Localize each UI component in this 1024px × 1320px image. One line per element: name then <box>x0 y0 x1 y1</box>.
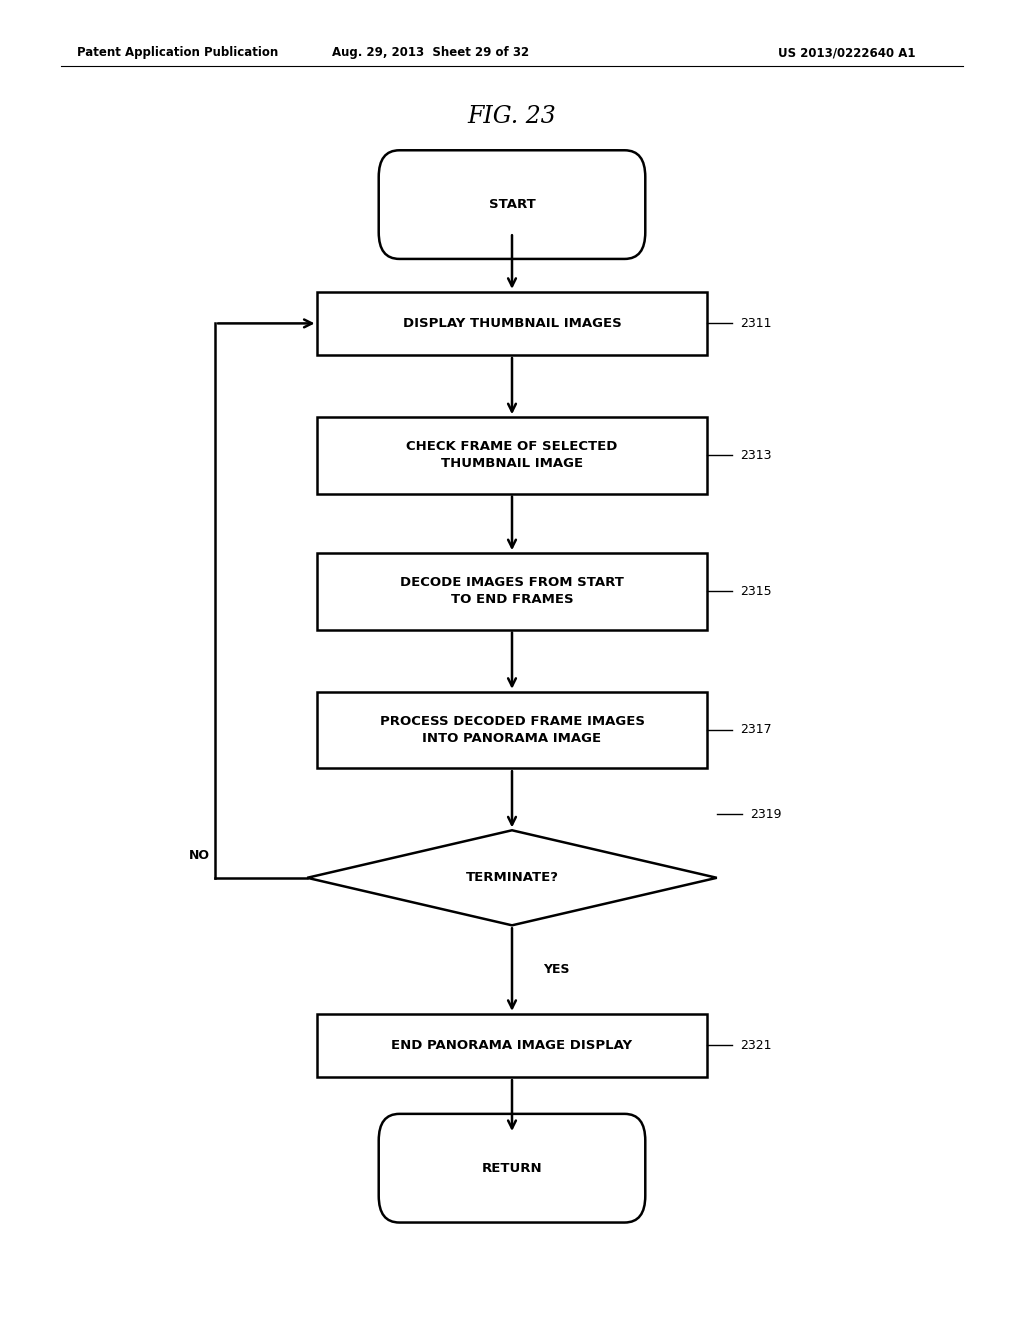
FancyBboxPatch shape <box>379 1114 645 1222</box>
Bar <box>317 553 707 630</box>
Bar <box>317 692 707 768</box>
Text: DECODE IMAGES FROM START
TO END FRAMES: DECODE IMAGES FROM START TO END FRAMES <box>400 577 624 606</box>
Bar <box>317 292 707 355</box>
Text: DISPLAY THUMBNAIL IMAGES: DISPLAY THUMBNAIL IMAGES <box>402 317 622 330</box>
Text: Patent Application Publication: Patent Application Publication <box>77 46 279 59</box>
Text: START: START <box>488 198 536 211</box>
Text: CHECK FRAME OF SELECTED
THUMBNAIL IMAGE: CHECK FRAME OF SELECTED THUMBNAIL IMAGE <box>407 441 617 470</box>
Text: FIG. 23: FIG. 23 <box>468 104 556 128</box>
Text: 2321: 2321 <box>740 1039 772 1052</box>
Text: RETURN: RETURN <box>481 1162 543 1175</box>
Text: Aug. 29, 2013  Sheet 29 of 32: Aug. 29, 2013 Sheet 29 of 32 <box>332 46 528 59</box>
Text: 2315: 2315 <box>740 585 772 598</box>
Text: 2319: 2319 <box>751 808 782 821</box>
Bar <box>317 1014 707 1077</box>
Polygon shape <box>307 830 717 925</box>
FancyBboxPatch shape <box>379 150 645 259</box>
Bar <box>317 417 707 494</box>
Text: 2317: 2317 <box>740 723 772 737</box>
Text: 2311: 2311 <box>740 317 772 330</box>
Text: END PANORAMA IMAGE DISPLAY: END PANORAMA IMAGE DISPLAY <box>391 1039 633 1052</box>
Text: NO: NO <box>189 849 210 862</box>
Text: TERMINATE?: TERMINATE? <box>466 871 558 884</box>
Text: PROCESS DECODED FRAME IMAGES
INTO PANORAMA IMAGE: PROCESS DECODED FRAME IMAGES INTO PANORA… <box>380 715 644 744</box>
Text: YES: YES <box>543 964 569 975</box>
Text: US 2013/0222640 A1: US 2013/0222640 A1 <box>778 46 915 59</box>
Text: 2313: 2313 <box>740 449 772 462</box>
